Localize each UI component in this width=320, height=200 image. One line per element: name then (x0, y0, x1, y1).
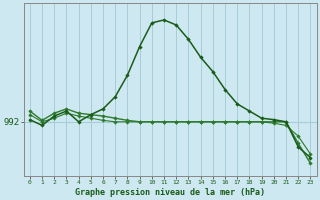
X-axis label: Graphe pression niveau de la mer (hPa): Graphe pression niveau de la mer (hPa) (75, 188, 265, 197)
